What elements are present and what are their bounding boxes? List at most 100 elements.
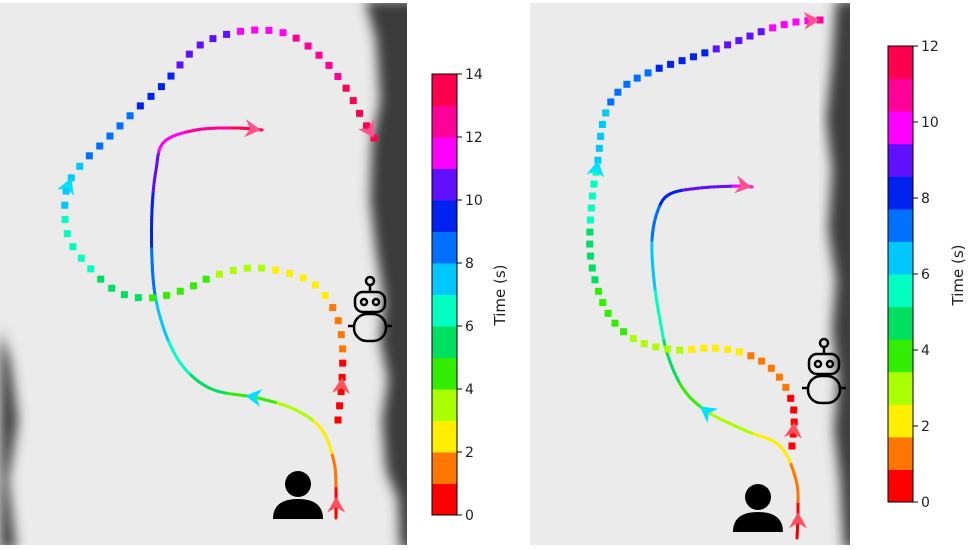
colorbar-segment [432,294,457,327]
colorbar-segment [888,371,913,405]
robot-path-marker [337,331,345,339]
robot-direction-arrow [357,119,374,138]
robot-path-marker [780,21,788,29]
robot-path-marker [336,402,344,410]
robot-path-marker [136,102,144,110]
robot-path-marker [587,252,595,260]
robot-path-marker [106,132,114,140]
robot-path-marker [598,120,606,128]
human-direction-arrow [734,175,752,194]
colorbar-left: 0 2 4 6 8 10 12 14 [431,67,483,524]
human-direction-arrow [244,119,261,138]
robot-path-marker [595,144,603,152]
robot-path-marker [229,267,237,275]
robot-path-marker [61,216,69,224]
robot-path-marker [586,216,594,224]
robot-path-marker [163,291,171,299]
robot-path-marker [243,264,251,272]
colorbar-segment [888,404,913,438]
robot-path-marker [339,345,347,353]
colorbar-tick-label: 4 [921,343,930,359]
robot-path-marker [185,50,193,58]
colorbar-segment [888,339,913,373]
robot-path-marker [279,29,287,37]
robot-path-marker [176,287,184,295]
robot-path-marker [586,228,594,236]
robot-path-marker [215,270,223,278]
robot-direction-arrow [803,11,820,30]
human-direction-arrow [700,406,719,424]
robot-path-marker [757,28,765,36]
colorbar-segment [888,176,913,210]
colorbar-segment [888,143,913,177]
colorbar-right: 0 2 4 6 8 10 12 [887,39,939,511]
robot-path-marker [787,394,795,402]
human-direction-arrow [788,512,807,529]
robot-path-marker [644,69,652,77]
person-icon [273,471,323,519]
robot-path-marker [196,41,204,49]
robot-path-marker [767,364,775,372]
robot-path-marker [223,30,231,38]
robot-path-marker [349,97,357,105]
robot-path-marker [120,291,128,299]
robot-path-marker [209,35,217,43]
robot-path-marker [334,317,342,325]
colorbar-tick-label: 8 [465,256,474,272]
colorbar-tick-label: 8 [921,191,930,207]
robot-path-marker [176,61,184,69]
robot-path-marker [342,84,350,92]
robot-path-marker [251,26,259,34]
colorbar-segment [888,208,913,242]
robot-path-marker [775,373,783,381]
robot-path-marker [712,344,720,352]
robot-path-marker [237,27,245,35]
colorbar-tick-label: 0 [465,508,474,524]
colorbar-segment [432,357,457,390]
left-map [0,3,407,545]
colorbar-segment [432,263,457,295]
robot-path-marker [157,83,165,91]
robot-path-marker [108,284,116,292]
robot-path-marker [588,264,596,272]
robot-path-marker [769,24,777,32]
robot-path-marker [758,357,766,365]
robot-path-marker [299,274,307,282]
colorbar-tick-label: 6 [465,319,474,335]
colorbar-tick-label: 10 [921,115,939,131]
robot-direction-arrow [784,422,802,439]
robot-path-marker [735,37,743,45]
robot-path-marker [587,204,595,212]
robot-path-marker [334,416,342,424]
colorbar-segment [888,241,913,275]
robot-path-marker [655,64,663,72]
right-trajectories [586,11,824,540]
robot-path-marker [147,92,155,100]
robot-path-marker [614,88,622,96]
colorbar-tick-label: 0 [921,495,930,511]
robot-path-marker [724,345,732,353]
robot-icon [348,275,392,343]
robot-path-marker [604,309,612,317]
robot-path-marker [167,72,175,80]
colorbar-segment [432,137,457,169]
robot-path-marker [588,192,596,200]
robot-path-marker [594,287,602,295]
robot-path-marker [599,299,607,307]
colorbar-tick-label: 12 [921,39,939,55]
colorbar-frame [431,73,458,516]
robot-direction-arrow [332,377,350,394]
robot-path-marker [325,61,333,69]
robot-path-marker [602,109,610,117]
robot-path-marker [189,282,197,290]
robot-path-marker [337,388,345,396]
colorbar-segment [432,326,457,358]
robot-direction-arrow [57,177,74,196]
robot-path-marker [258,264,266,272]
colorbar-segment [432,105,457,138]
robot-path-marker [590,180,598,188]
colorbar-tick-label: 12 [465,130,483,146]
robot-path-marker [96,142,104,150]
colorbar-segment [432,452,457,484]
